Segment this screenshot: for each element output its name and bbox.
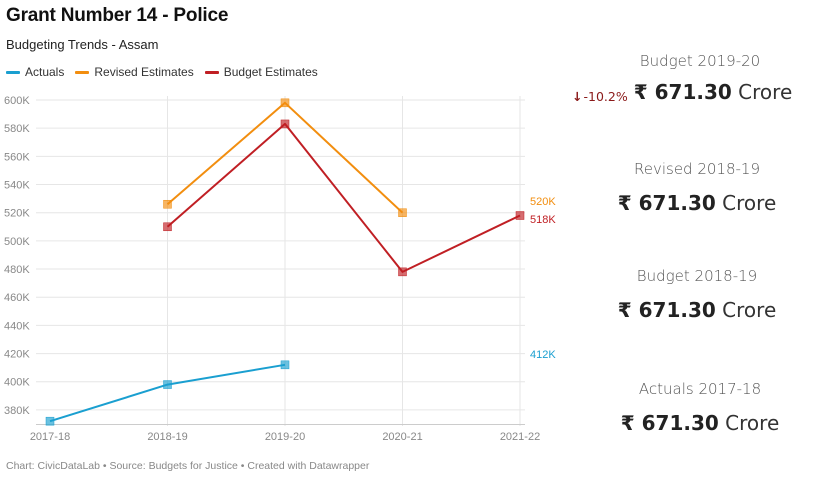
y-tick-label: 540K bbox=[4, 180, 30, 192]
kpi-amount: ₹ 671.30 bbox=[617, 191, 716, 215]
legend-label-actuals: Actuals bbox=[25, 65, 65, 79]
x-tick-label: 2017-18 bbox=[30, 431, 70, 443]
y-tick-label: 500K bbox=[4, 236, 30, 248]
kpi-budget-2018-19: Budget 2018-19 ₹ 671.30 Crore bbox=[582, 267, 812, 322]
data-point-revised bbox=[280, 98, 290, 108]
kpi-unit: Crore bbox=[722, 298, 777, 322]
y-tick-label: 520K bbox=[4, 208, 30, 220]
chart-subtitle: Budgeting Trends - Assam bbox=[6, 37, 159, 52]
data-point-actuals bbox=[280, 360, 290, 370]
end-label-budget: 518K bbox=[530, 214, 556, 226]
y-tick-label: 460K bbox=[4, 292, 30, 304]
chart-title: Grant Number 14 - Police bbox=[6, 5, 229, 26]
chart-footer: Chart: CivicDataLab • Source: Budgets fo… bbox=[6, 460, 370, 472]
kpi-value: ₹ 671.30 Crore bbox=[585, 80, 815, 104]
data-point-actuals bbox=[163, 380, 172, 389]
kpi-value: ₹ 671.30 Crore bbox=[582, 191, 812, 215]
kpi-budget-2019-20: Budget 2019-20 ₹ 671.30 Crore bbox=[585, 52, 815, 104]
legend-label-budget: Budget Estimates bbox=[223, 65, 318, 79]
kpi-change-value: -10.2% bbox=[583, 89, 628, 104]
y-tick-label: 420K bbox=[4, 349, 30, 361]
legend-item-actuals: Actuals bbox=[6, 65, 64, 79]
kpi-label: Budget 2018-19 bbox=[636, 267, 758, 285]
end-label-revised: 520K bbox=[530, 196, 556, 208]
kpi-label: Actuals 2017-18 bbox=[638, 380, 762, 398]
kpi-amount: ₹ 671.30 bbox=[617, 298, 716, 322]
data-point-revised bbox=[163, 199, 172, 209]
x-tick-label: 2018-19 bbox=[147, 431, 187, 443]
kpi-unit: Crore bbox=[725, 411, 780, 435]
data-point-budget bbox=[398, 267, 407, 277]
data-point-actuals bbox=[45, 416, 55, 426]
kpi-amount: ₹ 671.30 bbox=[633, 80, 732, 104]
chart-legend: Actuals Revised Estimates Budget Estimat… bbox=[6, 65, 318, 79]
line-chart: 380K 400K 420K 440K 460K 480K 500K 520K 540K 560K… bbox=[4, 95, 556, 443]
legend-item-revised: Revised Estimates bbox=[75, 65, 194, 79]
x-tick-label: 2021-22 bbox=[500, 431, 540, 443]
kpi-value: ₹ 671.30 Crore bbox=[585, 411, 815, 435]
kpi-label: Budget 2019-20 bbox=[639, 52, 761, 70]
y-tick-label: 480K bbox=[4, 264, 30, 276]
legend-label-revised: Revised Estimates bbox=[94, 65, 194, 79]
kpi-change-indicator: ↓-10.2% bbox=[572, 89, 628, 104]
y-tick-label: 400K bbox=[4, 377, 30, 389]
series-line-budget bbox=[166, 122, 521, 273]
legend-swatch-revised bbox=[75, 70, 90, 74]
kpi-unit: Crore bbox=[738, 80, 793, 104]
y-tick-label: 600K bbox=[4, 95, 30, 107]
y-tick-label: 560K bbox=[4, 151, 30, 163]
kpi-revised-2018-19: Revised 2018-19 ₹ 671.30 Crore bbox=[582, 160, 812, 215]
kpi-amount: ₹ 671.30 bbox=[620, 411, 719, 435]
y-tick-label: 580K bbox=[4, 123, 30, 135]
kpi-value: ₹ 671.30 Crore bbox=[582, 298, 812, 322]
y-tick-label: 380K bbox=[4, 405, 30, 417]
legend-swatch-budget bbox=[204, 70, 219, 74]
data-point-budget bbox=[163, 222, 172, 232]
data-point-budget bbox=[515, 211, 525, 220]
kpi-label: Revised 2018-19 bbox=[633, 160, 761, 178]
end-label-actuals: 412K bbox=[530, 349, 556, 361]
kpi-actuals-2017-18: Actuals 2017-18 ₹ 671.30 Crore bbox=[585, 380, 815, 435]
down-arrow-icon: ↓ bbox=[572, 89, 583, 104]
data-point-budget bbox=[280, 119, 290, 129]
y-tick-label: 440K bbox=[4, 320, 30, 332]
legend-swatch-actuals bbox=[6, 70, 20, 74]
x-tick-label: 2020-21 bbox=[382, 431, 422, 443]
x-tick-label: 2019-20 bbox=[265, 431, 305, 443]
data-point-revised bbox=[398, 208, 407, 217]
legend-item-budget: Budget Estimates bbox=[204, 65, 318, 79]
kpi-unit: Crore bbox=[722, 191, 777, 215]
